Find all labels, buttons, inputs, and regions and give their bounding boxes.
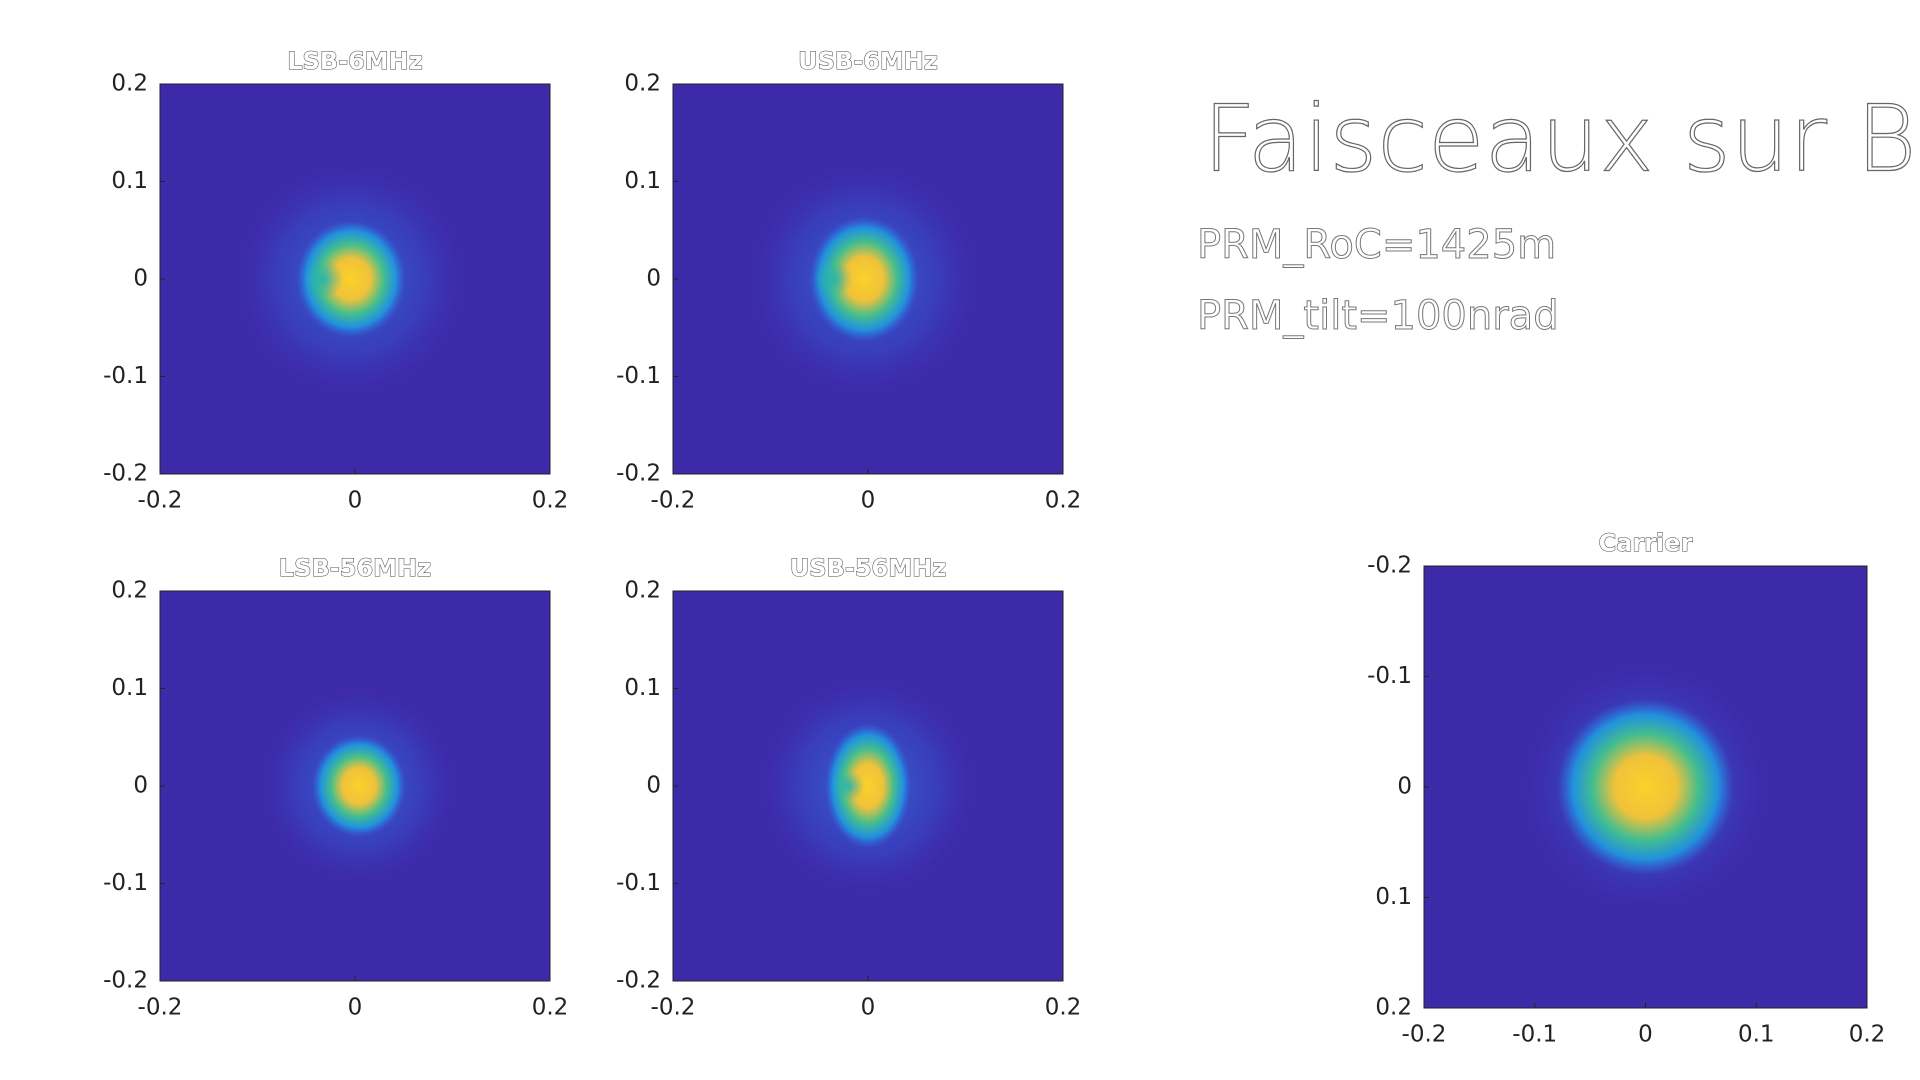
y-tick-label: 0.2 — [624, 71, 661, 97]
y-tick-label: 0 — [1397, 774, 1412, 800]
y-tick-label: -0.1 — [103, 870, 148, 896]
plot-title: LSB-6MHz — [287, 47, 422, 75]
y-tick-label: -0.1 — [1367, 663, 1412, 689]
y-tick-label: 0 — [133, 266, 148, 292]
y-tick-label: -0.1 — [103, 363, 148, 389]
x-tick-label: 0 — [1638, 1022, 1653, 1048]
y-tick-label: -0.2 — [616, 461, 661, 487]
x-tick-label: 0.1 — [1738, 1022, 1775, 1048]
x-tick-label: 0.2 — [532, 488, 569, 514]
y-tick-label: 0.1 — [624, 168, 661, 194]
x-tick-label: -0.2 — [138, 995, 183, 1021]
heatmap — [160, 591, 550, 981]
x-tick-label: 0 — [861, 488, 876, 514]
x-tick-label: 0 — [348, 488, 363, 514]
y-tick-label: 0.2 — [624, 578, 661, 604]
heatmap — [673, 591, 1063, 981]
y-tick-label: 0.2 — [111, 578, 148, 604]
beam-spot — [813, 259, 853, 299]
slide-title: Faisceaux sur B4 — [1203, 86, 1920, 193]
x-tick-label: -0.2 — [651, 995, 696, 1021]
x-tick-label: 0 — [348, 995, 363, 1021]
heatmap — [673, 84, 1063, 474]
x-tick-label: -0.2 — [651, 488, 696, 514]
plot-title: LSB-56MHz — [279, 554, 431, 582]
y-tick-label: 0.1 — [624, 675, 661, 701]
x-tick-label: 0 — [861, 995, 876, 1021]
x-tick-label: -0.2 — [1402, 1022, 1447, 1048]
x-tick-label: 0.2 — [1045, 995, 1082, 1021]
y-tick-label: 0 — [133, 773, 148, 799]
slide-note: PRM_RoC=1425m — [1197, 222, 1556, 268]
y-tick-label: 0.1 — [1375, 884, 1412, 910]
x-tick-label: 0.2 — [532, 995, 569, 1021]
plot-title: Carrier — [1599, 529, 1693, 557]
plot-title: USB-56MHz — [790, 554, 946, 582]
heatmap — [1424, 566, 1867, 1008]
beam-spot — [832, 770, 865, 802]
y-tick-label: -0.2 — [616, 968, 661, 994]
y-tick-label: -0.2 — [1367, 553, 1412, 579]
y-tick-label: 0.1 — [111, 675, 148, 701]
x-tick-label: -0.1 — [1512, 1022, 1557, 1048]
y-tick-label: -0.2 — [103, 461, 148, 487]
x-tick-label: 0.2 — [1849, 1022, 1886, 1048]
plot-title: USB-6MHz — [798, 47, 938, 75]
beam-core — [825, 723, 911, 849]
beam-core — [312, 735, 406, 837]
heatmap — [160, 84, 550, 474]
y-tick-label: 0 — [646, 266, 661, 292]
beam-spot — [304, 259, 344, 299]
y-tick-label: 0 — [646, 773, 661, 799]
beam-core — [809, 216, 919, 342]
beam-core — [1556, 698, 1735, 876]
y-tick-label: 0.2 — [1375, 995, 1412, 1021]
x-tick-label: 0.2 — [1045, 488, 1082, 514]
y-tick-label: -0.1 — [616, 363, 661, 389]
y-tick-label: -0.1 — [616, 870, 661, 896]
y-tick-label: 0.1 — [111, 168, 148, 194]
slide-note: PRM_tilt=100nrad — [1197, 293, 1559, 339]
x-tick-label: -0.2 — [138, 488, 183, 514]
y-tick-label: 0.2 — [111, 71, 148, 97]
beam-core — [296, 220, 406, 338]
y-tick-label: -0.2 — [103, 968, 148, 994]
